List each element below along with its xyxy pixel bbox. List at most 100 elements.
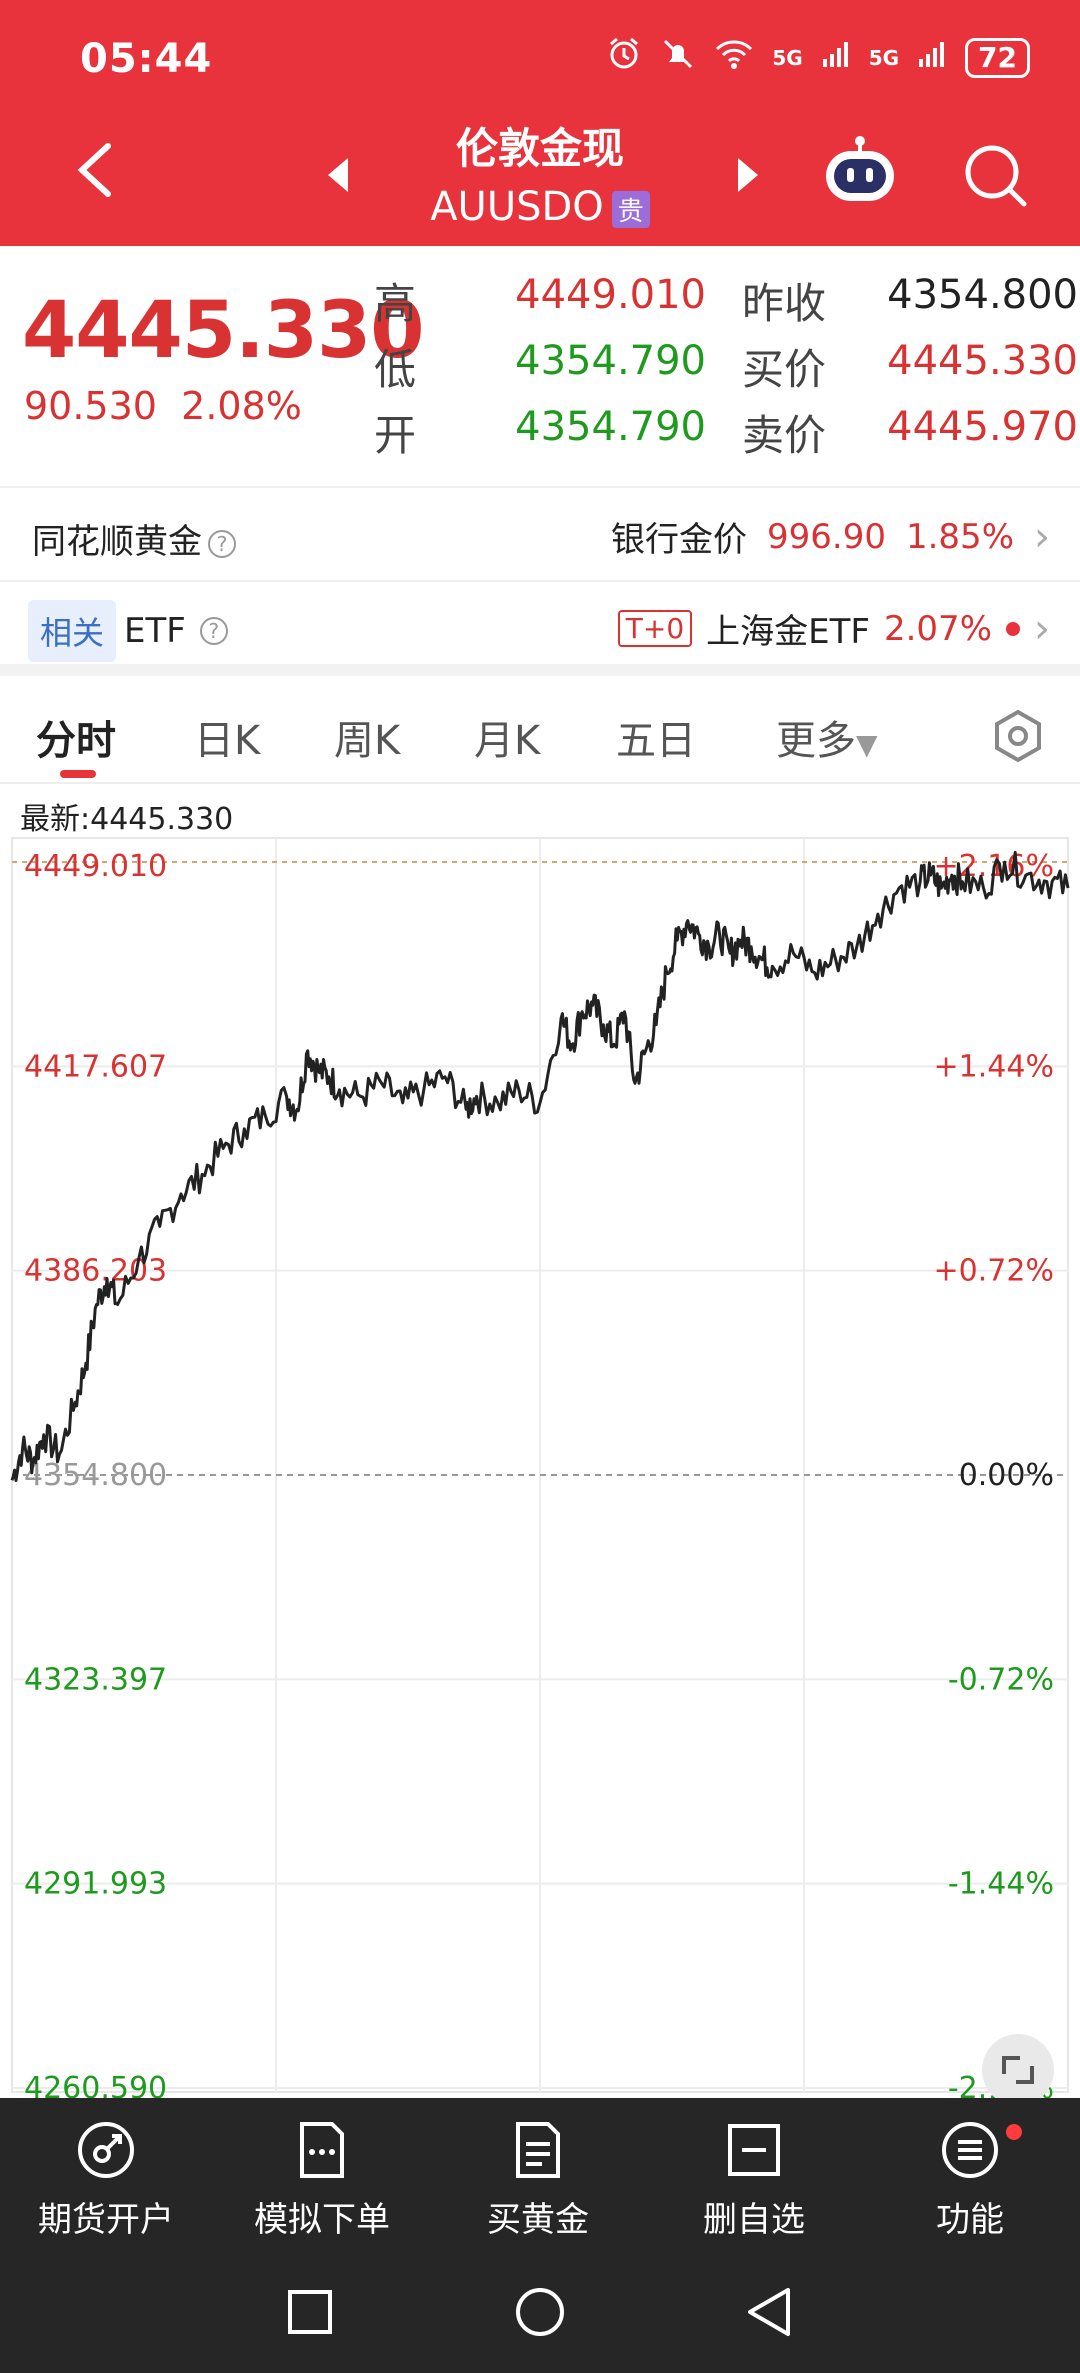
pct-tick-label: +1.44% xyxy=(934,1049,1054,1084)
chart-tabs: 分时 日K 周K 月K 五日 更多▼ xyxy=(0,688,1080,784)
etf-info: T+0 上海金ETF 2.07% › xyxy=(617,604,1050,653)
y-tick-label: 4260.590 xyxy=(24,2071,167,2100)
prev-close-value: 4354.800 xyxy=(887,272,1078,318)
y-tick-label: 4449.010 xyxy=(24,849,167,884)
pct-tick-label: -0.72% xyxy=(948,1662,1054,1697)
signal-1-icon xyxy=(821,39,851,76)
assistant-robot-icon[interactable] xyxy=(820,135,900,205)
instrument-code-row: AUUSDO 贵 xyxy=(0,184,1080,230)
chart-settings-icon[interactable] xyxy=(990,708,1046,764)
recent-apps-icon[interactable] xyxy=(286,2288,334,2336)
futures-account-button[interactable]: 期货开户 xyxy=(16,2118,196,2241)
back-icon[interactable] xyxy=(70,140,120,200)
t0-badge: T+0 xyxy=(617,610,693,647)
menu-circle-icon xyxy=(942,2122,998,2178)
buy-gold-label: 买黄金 xyxy=(487,2200,589,2240)
etf-name: 上海金ETF xyxy=(706,612,870,652)
open-value: 4354.790 xyxy=(515,404,706,450)
functions-label: 功能 xyxy=(936,2200,1004,2240)
signal-1-label: 5G xyxy=(772,45,803,70)
instrument-code: AUUSDO xyxy=(430,184,604,230)
low-value: 4354.790 xyxy=(515,338,706,384)
help-icon[interactable]: ? xyxy=(199,617,228,645)
status-icons: 5G 5G 72 xyxy=(606,36,1030,79)
alarm-icon xyxy=(606,36,642,79)
high-value: 4449.010 xyxy=(515,272,706,318)
battery-indicator: 72 xyxy=(965,37,1030,78)
related-etf-row[interactable]: 相关 ETF ? T+0 上海金ETF 2.07% › xyxy=(0,580,1080,676)
last-price: 4445.330 xyxy=(22,286,425,376)
quote-panel: 4445.330 90.530 2.08% 高 4449.010 昨收 4354… xyxy=(0,246,1080,486)
pct-tick-label: +0.72% xyxy=(934,1254,1054,1289)
ths-gold-label-wrap: 同花顺黄金? xyxy=(32,514,236,563)
ask-label: 卖价 xyxy=(742,411,827,460)
tab-five-day[interactable]: 五日 xyxy=(616,718,696,764)
buy-gold-button[interactable]: 买黄金 xyxy=(448,2118,628,2241)
next-instrument-icon[interactable] xyxy=(728,150,768,200)
status-time: 05:44 xyxy=(80,36,213,82)
remove-watchlist-button[interactable]: 删自选 xyxy=(664,2118,844,2241)
bid-label: 买价 xyxy=(742,345,827,394)
home-icon[interactable] xyxy=(514,2286,566,2338)
intraday-chart[interactable]: 4449.010 +2.16%4417.607 +1.44%4386.203 +0.7… xyxy=(0,830,1080,2100)
open-label: 开 xyxy=(374,411,417,460)
mute-bell-icon xyxy=(660,36,696,79)
tab-more-label: 更多 xyxy=(776,718,856,764)
caret-down-icon: ▼ xyxy=(856,728,878,761)
bank-gold-label: 银行金价 xyxy=(611,520,748,560)
bank-gold-percent: 1.85% xyxy=(905,516,1014,557)
simulated-order-button[interactable]: 模拟下单 xyxy=(232,2118,412,2241)
compass-icon xyxy=(78,2122,134,2178)
chevron-right-icon: › xyxy=(1034,513,1050,560)
wifi-icon xyxy=(714,37,754,78)
tab-monthly-k[interactable]: 月K xyxy=(474,718,541,764)
prev-instrument-icon[interactable] xyxy=(318,150,358,200)
minus-square-icon xyxy=(728,2124,780,2176)
y-tick-label: 4354.800 xyxy=(24,1458,167,1493)
tab-weekly-k[interactable]: 周K xyxy=(334,718,401,764)
ths-gold-row[interactable]: 同花顺黄金? 银行金价 996.90 1.85% › xyxy=(0,486,1080,580)
pct-tick-label: -1.44% xyxy=(948,1867,1054,1902)
high-label: 高 xyxy=(374,279,417,328)
help-icon[interactable]: ? xyxy=(208,529,236,558)
tab-intraday[interactable]: 分时 xyxy=(36,718,116,764)
tab-more[interactable]: 更多▼ xyxy=(776,708,878,766)
prev-close-label: 昨收 xyxy=(742,279,827,328)
signal-2-label: 5G xyxy=(868,45,900,70)
futures-account-label: 期货开户 xyxy=(38,2200,174,2240)
chevron-right-icon: › xyxy=(1034,605,1050,652)
low-label: 低 xyxy=(374,345,417,394)
y-tick-label: 4323.397 xyxy=(24,1662,167,1697)
functions-button[interactable]: 功能 xyxy=(880,2118,1060,2241)
active-tab-indicator xyxy=(60,770,96,778)
pct-tick-label: 0.00% xyxy=(959,1458,1054,1493)
y-tick-label: 4417.607 xyxy=(24,1049,167,1084)
change-percent: 2.08% xyxy=(181,384,302,428)
document-lines-icon xyxy=(516,2122,560,2178)
etf-percent: 2.07% xyxy=(883,608,992,649)
change-value: 90.530 xyxy=(24,384,157,428)
live-dot-icon xyxy=(1006,621,1020,636)
y-tick-label: 4291.993 xyxy=(24,1867,167,1902)
notification-dot xyxy=(1006,2124,1022,2140)
price-change: 90.530 2.08% xyxy=(24,384,302,428)
expand-chart-icon[interactable] xyxy=(982,2034,1054,2106)
document-dots-icon xyxy=(300,2122,344,2178)
etf-label-wrap: 相关 ETF ? xyxy=(28,600,228,662)
etf-label: ETF xyxy=(124,611,186,651)
app-header: 05:44 5G 5G 72 伦敦金现 AUUSDO 贵 xyxy=(0,0,1080,246)
price-series-line xyxy=(10,850,1070,1482)
signal-2-icon xyxy=(917,39,947,76)
simulated-order-label: 模拟下单 xyxy=(254,2200,390,2240)
tab-daily-k[interactable]: 日K xyxy=(194,718,261,764)
instrument-title: 伦敦金现 xyxy=(455,124,624,173)
remove-watchlist-label: 删自选 xyxy=(703,2200,805,2240)
precious-metal-tag: 贵 xyxy=(611,190,650,228)
latest-price-label: 最新:4445.330 xyxy=(20,802,234,837)
ths-gold-label: 同花顺黄金 xyxy=(32,522,202,562)
related-badge: 相关 xyxy=(28,600,117,662)
bank-gold-price: 996.90 xyxy=(767,516,886,557)
search-icon[interactable] xyxy=(960,140,1030,210)
ask-value: 4445.970 xyxy=(887,404,1078,450)
back-nav-icon[interactable] xyxy=(744,2286,794,2338)
